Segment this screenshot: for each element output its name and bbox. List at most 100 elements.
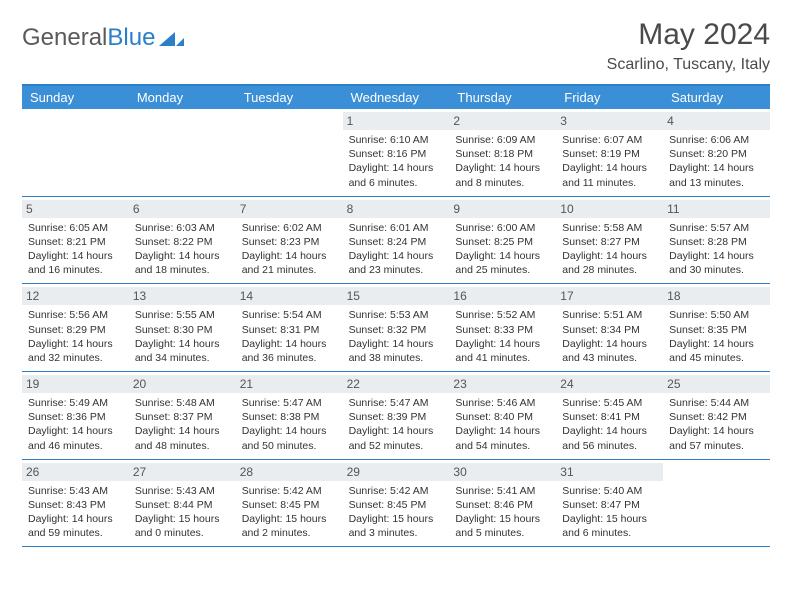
title-block: May 2024 Scarlino, Tuscany, Italy	[607, 18, 770, 74]
day-info: Sunrise: 5:56 AMSunset: 8:29 PMDaylight:…	[28, 308, 123, 365]
calendar-empty	[129, 109, 236, 196]
day-number: 28	[236, 463, 343, 481]
logo-text-1: General	[22, 24, 107, 52]
day-number: 15	[343, 287, 450, 305]
day-info: Sunrise: 5:40 AMSunset: 8:47 PMDaylight:…	[562, 484, 657, 541]
calendar-empty	[663, 460, 770, 547]
calendar-empty	[236, 109, 343, 196]
day-number: 30	[449, 463, 556, 481]
day-number: 10	[556, 200, 663, 218]
logo-text-2: Blue	[107, 24, 155, 52]
day-info: Sunrise: 6:05 AMSunset: 8:21 PMDaylight:…	[28, 221, 123, 278]
calendar-day: 4 Sunrise: 6:06 AMSunset: 8:20 PMDaylight…	[663, 109, 770, 196]
calendar-day: 15 Sunrise: 5:53 AMSunset: 8:32 PMDayligh…	[343, 284, 450, 371]
day-number: 22	[343, 375, 450, 393]
day-number: 18	[663, 287, 770, 305]
calendar-day: 8 Sunrise: 6:01 AMSunset: 8:24 PMDaylight…	[343, 197, 450, 284]
day-number: 13	[129, 287, 236, 305]
day-info: Sunrise: 6:09 AMSunset: 8:18 PMDaylight:…	[455, 133, 550, 190]
calendar-day: 22 Sunrise: 5:47 AMSunset: 8:39 PMDayligh…	[343, 372, 450, 459]
day-number: 6	[129, 200, 236, 218]
day-header: Wednesday	[343, 86, 450, 109]
calendar-day: 3Sunrise: 6:07 AMSunset: 8:19 PMDaylight…	[556, 109, 663, 196]
logo-icon	[159, 28, 185, 48]
day-header: Thursday	[449, 86, 556, 109]
day-info: Sunrise: 5:42 AMSunset: 8:45 PMDaylight:…	[349, 484, 444, 541]
calendar-week: 12 Sunrise: 5:56 AMSunset: 8:29 PMDayligh…	[22, 284, 770, 372]
day-number: 7	[236, 200, 343, 218]
calendar-day: 30 Sunrise: 5:41 AMSunset: 8:46 PMDayligh…	[449, 460, 556, 547]
day-info: Sunrise: 6:10 AMSunset: 8:16 PMDaylight:…	[349, 133, 444, 190]
calendar-day: 6 Sunrise: 6:03 AMSunset: 8:22 PMDaylight…	[129, 197, 236, 284]
day-info: Sunrise: 5:43 AMSunset: 8:44 PMDaylight:…	[135, 484, 230, 541]
day-info: Sunrise: 6:03 AMSunset: 8:22 PMDaylight:…	[135, 221, 230, 278]
day-number: 9	[449, 200, 556, 218]
calendar-day: 24 Sunrise: 5:45 AMSunset: 8:41 PMDayligh…	[556, 372, 663, 459]
day-number: 19	[22, 375, 129, 393]
day-info: Sunrise: 5:52 AMSunset: 8:33 PMDaylight:…	[455, 308, 550, 365]
day-number: 20	[129, 375, 236, 393]
calendar-empty	[22, 109, 129, 196]
day-number: 29	[343, 463, 450, 481]
day-number: 31	[556, 463, 663, 481]
day-info: Sunrise: 5:41 AMSunset: 8:46 PMDaylight:…	[455, 484, 550, 541]
day-header: Saturday	[663, 86, 770, 109]
calendar-day: 25 Sunrise: 5:44 AMSunset: 8:42 PMDayligh…	[663, 372, 770, 459]
calendar-day: 28 Sunrise: 5:42 AMSunset: 8:45 PMDayligh…	[236, 460, 343, 547]
day-header: Monday	[129, 86, 236, 109]
calendar-day: 10Sunrise: 5:58 AMSunset: 8:27 PMDayligh…	[556, 197, 663, 284]
day-info: Sunrise: 5:57 AMSunset: 8:28 PMDaylight:…	[669, 221, 764, 278]
day-number: 4	[663, 112, 770, 130]
calendar-day: 2 Sunrise: 6:09 AMSunset: 8:18 PMDaylight…	[449, 109, 556, 196]
calendar-day: 11 Sunrise: 5:57 AMSunset: 8:28 PMDayligh…	[663, 197, 770, 284]
day-info: Sunrise: 5:49 AMSunset: 8:36 PMDaylight:…	[28, 396, 123, 453]
day-number: 17	[556, 287, 663, 305]
calendar-day: 21 Sunrise: 5:47 AMSunset: 8:38 PMDayligh…	[236, 372, 343, 459]
day-number: 12	[22, 287, 129, 305]
day-number: 2	[449, 112, 556, 130]
day-info: Sunrise: 5:48 AMSunset: 8:37 PMDaylight:…	[135, 396, 230, 453]
calendar-day: 16Sunrise: 5:52 AMSunset: 8:33 PMDayligh…	[449, 284, 556, 371]
header: GeneralBlue May 2024 Scarlino, Tuscany, …	[22, 18, 770, 74]
day-info: Sunrise: 6:06 AMSunset: 8:20 PMDaylight:…	[669, 133, 764, 190]
day-info: Sunrise: 5:55 AMSunset: 8:30 PMDaylight:…	[135, 308, 230, 365]
title-month: May 2024	[607, 18, 770, 52]
calendar-day: 14Sunrise: 5:54 AMSunset: 8:31 PMDayligh…	[236, 284, 343, 371]
calendar-day: 7 Sunrise: 6:02 AMSunset: 8:23 PMDaylight…	[236, 197, 343, 284]
calendar-day: 26Sunrise: 5:43 AMSunset: 8:43 PMDayligh…	[22, 460, 129, 547]
day-info: Sunrise: 5:53 AMSunset: 8:32 PMDaylight:…	[349, 308, 444, 365]
calendar: Sunday Monday Tuesday Wednesday Thursday…	[22, 84, 770, 547]
day-info: Sunrise: 5:50 AMSunset: 8:35 PMDaylight:…	[669, 308, 764, 365]
day-header: Tuesday	[236, 86, 343, 109]
calendar-day: 18 Sunrise: 5:50 AMSunset: 8:35 PMDayligh…	[663, 284, 770, 371]
calendar-day: 20 Sunrise: 5:48 AMSunset: 8:37 PMDayligh…	[129, 372, 236, 459]
day-info: Sunrise: 6:07 AMSunset: 8:19 PMDaylight:…	[562, 133, 657, 190]
calendar-body: 1 Sunrise: 6:10 AMSunset: 8:16 PMDaylight…	[22, 109, 770, 547]
day-number: 11	[663, 200, 770, 218]
day-info: Sunrise: 5:46 AMSunset: 8:40 PMDaylight:…	[455, 396, 550, 453]
day-number: 24	[556, 375, 663, 393]
day-number: 1	[343, 112, 450, 130]
day-number: 25	[663, 375, 770, 393]
day-number: 8	[343, 200, 450, 218]
day-info: Sunrise: 5:44 AMSunset: 8:42 PMDaylight:…	[669, 396, 764, 453]
day-info: Sunrise: 6:01 AMSunset: 8:24 PMDaylight:…	[349, 221, 444, 278]
day-info: Sunrise: 5:42 AMSunset: 8:45 PMDaylight:…	[242, 484, 337, 541]
day-info: Sunrise: 5:45 AMSunset: 8:41 PMDaylight:…	[562, 396, 657, 453]
day-number: 5	[22, 200, 129, 218]
day-info: Sunrise: 5:47 AMSunset: 8:39 PMDaylight:…	[349, 396, 444, 453]
day-info: Sunrise: 6:02 AMSunset: 8:23 PMDaylight:…	[242, 221, 337, 278]
day-number: 23	[449, 375, 556, 393]
calendar-day: 1 Sunrise: 6:10 AMSunset: 8:16 PMDaylight…	[343, 109, 450, 196]
calendar-day: 5 Sunrise: 6:05 AMSunset: 8:21 PMDaylight…	[22, 197, 129, 284]
day-number: 27	[129, 463, 236, 481]
calendar-day: 27 Sunrise: 5:43 AMSunset: 8:44 PMDayligh…	[129, 460, 236, 547]
calendar-week: 1 Sunrise: 6:10 AMSunset: 8:16 PMDaylight…	[22, 109, 770, 197]
day-number: 21	[236, 375, 343, 393]
day-header: Sunday	[22, 86, 129, 109]
calendar-day: 23 Sunrise: 5:46 AMSunset: 8:40 PMDayligh…	[449, 372, 556, 459]
calendar-day: 9Sunrise: 6:00 AMSunset: 8:25 PMDaylight…	[449, 197, 556, 284]
day-number: 26	[22, 463, 129, 481]
day-info: Sunrise: 5:54 AMSunset: 8:31 PMDaylight:…	[242, 308, 337, 365]
day-info: Sunrise: 5:47 AMSunset: 8:38 PMDaylight:…	[242, 396, 337, 453]
